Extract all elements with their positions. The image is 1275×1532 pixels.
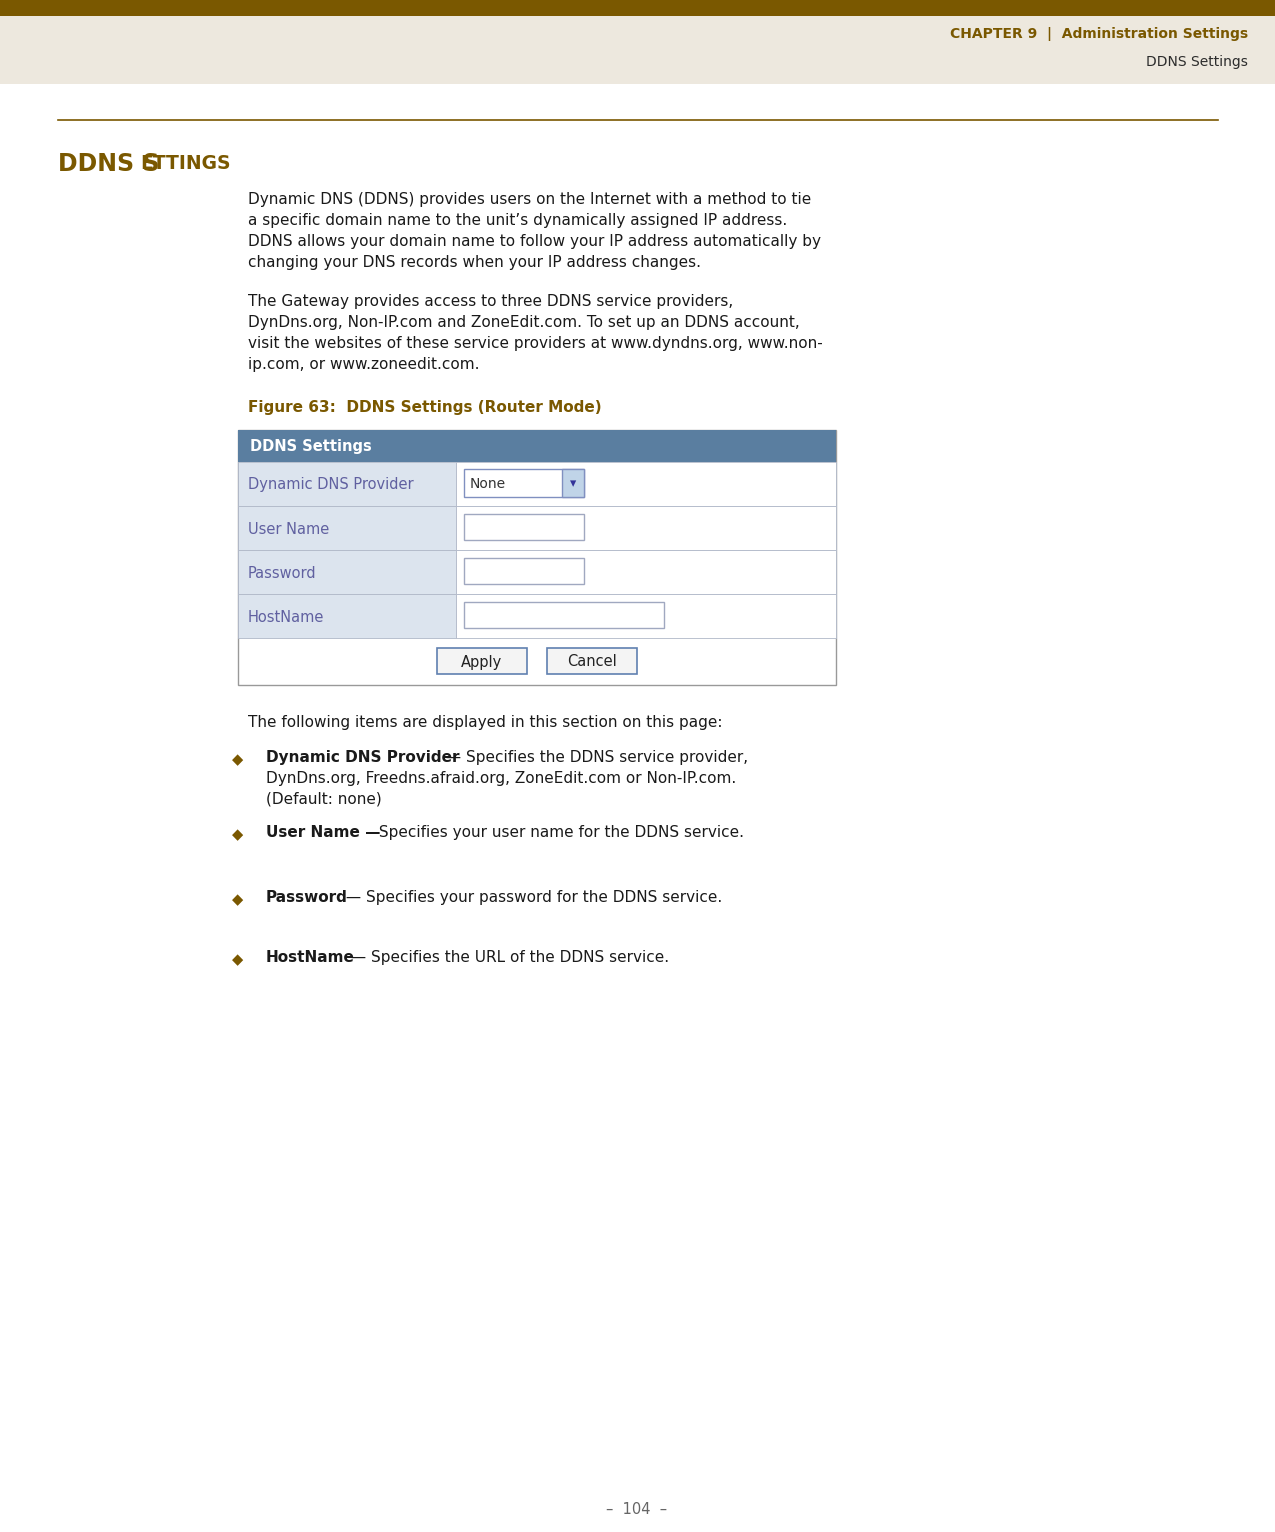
Bar	[238, 506, 456, 550]
Text: (Default: none): (Default: none)	[266, 792, 381, 807]
Bar	[0, 15, 1275, 84]
Text: HostName: HostName	[249, 610, 324, 625]
Text: User Name: User Name	[249, 521, 329, 536]
Text: The Gateway provides access to three DDNS service providers,: The Gateway provides access to three DDN…	[249, 294, 733, 309]
Bar	[238, 463, 456, 506]
Bar	[464, 602, 664, 628]
Text: ETTINGS: ETTINGS	[140, 155, 231, 173]
Bar	[456, 594, 836, 637]
Text: DynDns.org, Non-IP.com and ZoneEdit.com. To set up an DDNS account,: DynDns.org, Non-IP.com and ZoneEdit.com.…	[249, 316, 799, 329]
Text: DDNS Settings: DDNS Settings	[250, 440, 372, 455]
Bar	[437, 648, 527, 674]
Text: ◆: ◆	[232, 752, 244, 768]
Bar	[464, 469, 584, 496]
Text: Dynamic DNS Provider: Dynamic DNS Provider	[249, 478, 413, 492]
Text: — Specifies the URL of the DDNS service.: — Specifies the URL of the DDNS service.	[346, 950, 669, 965]
Text: HostName: HostName	[266, 950, 354, 965]
Bar	[547, 648, 638, 674]
Text: Password: Password	[266, 890, 348, 905]
Bar	[456, 506, 836, 550]
Bar	[238, 594, 456, 637]
Text: ◆: ◆	[232, 951, 244, 967]
Text: DynDns.org, Freedns.afraid.org, ZoneEdit.com or Non-IP.com.: DynDns.org, Freedns.afraid.org, ZoneEdit…	[266, 771, 736, 786]
Text: –  104  –: – 104 –	[607, 1503, 668, 1518]
Bar	[238, 430, 836, 685]
Bar	[456, 463, 836, 506]
Text: visit the websites of these service providers at www.dyndns.org, www.non-: visit the websites of these service prov…	[249, 336, 822, 351]
Text: Password: Password	[249, 565, 316, 581]
Text: Dynamic DNS (DDNS) provides users on the Internet with a method to tie: Dynamic DNS (DDNS) provides users on the…	[249, 192, 811, 207]
Bar	[562, 469, 584, 496]
Text: The following items are displayed in this section on this page:: The following items are displayed in thi…	[249, 715, 723, 731]
Text: Dynamic DNS Provider: Dynamic DNS Provider	[266, 751, 459, 764]
Text: Specifies your user name for the DDNS service.: Specifies your user name for the DDNS se…	[374, 826, 745, 840]
Bar	[238, 430, 836, 463]
Text: changing your DNS records when your IP address changes.: changing your DNS records when your IP a…	[249, 254, 701, 270]
Text: User Name —: User Name —	[266, 826, 380, 840]
Text: ip.com, or www.zoneedit.com.: ip.com, or www.zoneedit.com.	[249, 357, 479, 372]
Bar	[0, 0, 1275, 15]
Text: ◆: ◆	[232, 892, 244, 907]
Text: DDNS S: DDNS S	[57, 152, 159, 176]
Bar	[464, 515, 584, 539]
Text: — Specifies your password for the DDNS service.: — Specifies your password for the DDNS s…	[340, 890, 722, 905]
Text: CHAPTER 9  |  Administration Settings: CHAPTER 9 | Administration Settings	[950, 28, 1248, 41]
Text: DDNS Settings: DDNS Settings	[1146, 55, 1248, 69]
Bar	[238, 550, 456, 594]
Text: Figure 63:  DDNS Settings (Router Mode): Figure 63: DDNS Settings (Router Mode)	[249, 400, 602, 415]
Bar	[464, 558, 584, 584]
Text: Cancel: Cancel	[567, 654, 617, 669]
Text: ▾: ▾	[570, 478, 576, 490]
Text: a specific domain name to the unit’s dynamically assigned IP address.: a specific domain name to the unit’s dyn…	[249, 213, 787, 228]
Text: Apply: Apply	[462, 654, 502, 669]
Text: — Specifies the DDNS service provider,: — Specifies the DDNS service provider,	[441, 751, 748, 764]
Text: None: None	[470, 476, 506, 490]
Bar	[456, 550, 836, 594]
Text: ◆: ◆	[232, 827, 244, 843]
Text: DDNS allows your domain name to follow your IP address automatically by: DDNS allows your domain name to follow y…	[249, 234, 821, 250]
